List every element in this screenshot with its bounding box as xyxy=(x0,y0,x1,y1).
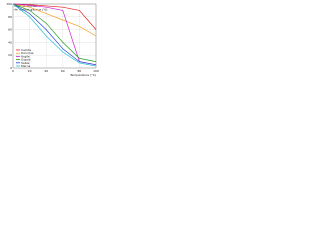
series-line xyxy=(12,3,97,67)
y-tick-label: 20 xyxy=(8,53,12,57)
x-tick-label: 60 xyxy=(61,69,65,73)
legend-label: Gypse xyxy=(21,58,31,62)
legend-label: Argile xyxy=(21,54,30,58)
x-axis-label: Température (°C) xyxy=(69,73,96,77)
legend-label: Dolomie xyxy=(21,51,34,55)
y-tick-label: 100 xyxy=(6,2,12,6)
y-tick-label: 60 xyxy=(8,28,12,32)
chart-title: de résidus gazeux (%) xyxy=(14,8,47,12)
x-tick-label: 40 xyxy=(44,69,48,73)
x-tick-label: 100 xyxy=(93,69,99,73)
series-line xyxy=(12,3,97,62)
series-line xyxy=(12,3,97,37)
page: {"chart_data":{"type":"line","title":["T… xyxy=(0,0,100,79)
legend-label: Sable xyxy=(21,61,29,65)
x-tick-label: 20 xyxy=(28,69,32,73)
legend-label: Calcite xyxy=(21,48,31,52)
y-tick-label: 40 xyxy=(8,40,12,44)
legend-label: Marne xyxy=(21,64,31,68)
series-line xyxy=(12,3,97,66)
x-tick-label: 80 xyxy=(77,69,81,73)
y-tick-label: 80 xyxy=(8,15,12,19)
series-line xyxy=(12,3,97,30)
y-tick-label: 0 xyxy=(10,66,12,70)
x-tick-label: 0 xyxy=(12,69,14,73)
